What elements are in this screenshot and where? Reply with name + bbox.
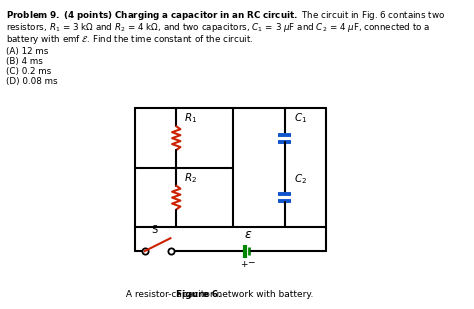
- Text: battery with emf $\mathcal{E}$. Find the time constant of the circuit.: battery with emf $\mathcal{E}$. Find the…: [6, 33, 254, 46]
- Text: +: +: [240, 260, 248, 269]
- Text: (D) 0.08 ms: (D) 0.08 ms: [6, 77, 58, 86]
- Text: Figure 6.: Figure 6.: [176, 290, 221, 299]
- Text: $C_1$: $C_1$: [294, 111, 307, 125]
- Text: −: −: [247, 257, 255, 266]
- Text: $\mathbf{Problem\ 9.}$ $\mathbf{(4\ points)}$ $\mathbf{Charging\ a\ capacitor\ i: $\mathbf{Problem\ 9.}$ $\mathbf{(4\ poin…: [6, 9, 446, 22]
- Text: resistors, $R_1$ = 3 k$\Omega$ and $R_2$ = 4 k$\Omega$, and two capacitors, $C_1: resistors, $R_1$ = 3 k$\Omega$ and $R_2$…: [6, 21, 431, 34]
- Text: S: S: [152, 225, 158, 235]
- Text: $C_2$: $C_2$: [294, 172, 307, 186]
- Text: (B) 4 ms: (B) 4 ms: [6, 57, 43, 66]
- Text: A resistor-capacitor network with battery.: A resistor-capacitor network with batter…: [123, 290, 313, 299]
- Text: (C) 0.2 ms: (C) 0.2 ms: [6, 67, 52, 76]
- Text: $R_2$: $R_2$: [184, 171, 197, 185]
- Text: $\varepsilon$: $\varepsilon$: [244, 228, 252, 241]
- Text: $R_1$: $R_1$: [184, 111, 197, 125]
- Text: (A) 12 ms: (A) 12 ms: [6, 47, 49, 56]
